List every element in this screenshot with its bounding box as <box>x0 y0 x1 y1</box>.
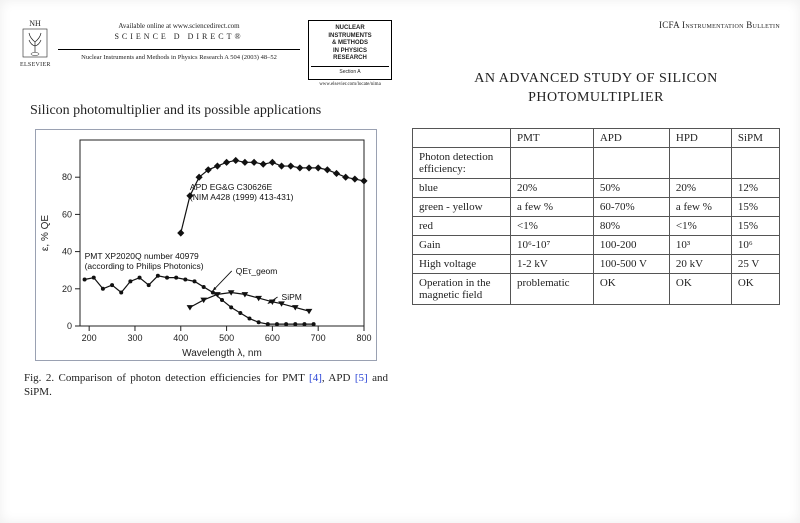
table-cell: Operation in the magnetic field <box>413 273 511 304</box>
table-cell: 25 V <box>731 254 779 273</box>
svg-text:(NIM A428 (1999) 413-431): (NIM A428 (1999) 413-431) <box>190 192 294 202</box>
table-cell: High voltage <box>413 254 511 273</box>
table-cell: 60-70% <box>593 197 669 216</box>
figure-caption: Fig. 2. Comparison of photon detection e… <box>24 371 388 400</box>
table-row: red<1%80%<1%15% <box>413 216 780 235</box>
svg-text:PMT XP2020Q number 40979: PMT XP2020Q number 40979 <box>85 251 199 261</box>
table-cell: 100-500 V <box>593 254 669 273</box>
table-cell: OK <box>731 273 779 304</box>
svg-text:700: 700 <box>311 333 326 343</box>
svg-text:400: 400 <box>173 333 188 343</box>
table-cell: 80% <box>593 216 669 235</box>
svg-text:80: 80 <box>62 172 72 182</box>
table-header: PMT <box>511 128 594 147</box>
svg-text:40: 40 <box>62 246 72 256</box>
table-row: High voltage1-2 kV100-500 V20 kV25 V <box>413 254 780 273</box>
svg-text:60: 60 <box>62 209 72 219</box>
svg-text:500: 500 <box>219 333 234 343</box>
svg-text:300: 300 <box>127 333 142 343</box>
table-row: Gain10⁶-10⁷100-20010³10⁶ <box>413 235 780 254</box>
table-row: blue20%50%20%12% <box>413 178 780 197</box>
table-cell: 10³ <box>669 235 731 254</box>
svg-text:QEτ_geom: QEτ_geom <box>236 266 278 276</box>
svg-text:800: 800 <box>356 333 371 343</box>
table-header: SiPM <box>731 128 779 147</box>
table-cell: a few % <box>511 197 594 216</box>
table-cell: 50% <box>593 178 669 197</box>
elsevier-logo: NH ELSEVIER <box>20 20 50 68</box>
table-cell <box>593 147 669 178</box>
table-cell: 20% <box>669 178 731 197</box>
table-cell: OK <box>593 273 669 304</box>
table-cell: Gain <box>413 235 511 254</box>
table-row: green - yellowa few %60-70%a few %15% <box>413 197 780 216</box>
table-header: HPD <box>669 128 731 147</box>
journal-url: www.elsevier.com/locate/nima <box>308 82 392 87</box>
ref-4[interactable]: [4] <box>309 372 322 384</box>
svg-text:ε, % QE: ε, % QE <box>40 214 51 250</box>
table-cell: 15% <box>731 197 779 216</box>
svg-text:0: 0 <box>67 321 72 331</box>
logo-text: ELSEVIER <box>20 62 50 68</box>
citation: Nuclear Instruments and Methods in Physi… <box>58 49 300 61</box>
table-header <box>413 128 511 147</box>
table-cell: 20 kV <box>669 254 731 273</box>
left-article-title: Silicon photomultiplier and its possible… <box>30 103 392 119</box>
logo-nh: NH <box>20 20 50 28</box>
table-cell: <1% <box>511 216 594 235</box>
journal-box: NUCLEAR INSTRUMENTS & METHODS IN PHYSICS… <box>308 20 392 80</box>
table-cell <box>511 147 594 178</box>
svg-text:20: 20 <box>62 284 72 294</box>
svg-text:200: 200 <box>82 333 97 343</box>
ref-5[interactable]: [5] <box>355 372 368 384</box>
table-cell: <1% <box>669 216 731 235</box>
svg-text:SiPM: SiPM <box>282 292 302 302</box>
table-cell: OK <box>669 273 731 304</box>
tree-icon <box>20 28 50 62</box>
table-header: APD <box>593 128 669 147</box>
right-article-title: AN ADVANCED STUDY OF SILICON PHOTOMULTIP… <box>412 70 780 108</box>
svg-text:APD EG&G C30626E: APD EG&G C30626E <box>190 182 273 192</box>
table-cell: 10⁶ <box>731 235 779 254</box>
table-cell: 100-200 <box>593 235 669 254</box>
table-cell: 10⁶-10⁷ <box>511 235 594 254</box>
table-row: Operation in the magnetic fieldproblemat… <box>413 273 780 304</box>
table-row: Photon detection efficiency: <box>413 147 780 178</box>
comparison-table: PMTAPDHPDSiPM Photon detection efficiency… <box>412 128 780 305</box>
table-cell: 15% <box>731 216 779 235</box>
table-cell: red <box>413 216 511 235</box>
sciencedirect-label: SCIENCE D DIRECT® <box>58 32 300 41</box>
table-cell: green - yellow <box>413 197 511 216</box>
efficiency-chart: 200 300 400 500 600 700 800 0 20 40 60 80 Wavelength… <box>35 129 377 361</box>
table-cell: 12% <box>731 178 779 197</box>
table-cell: Photon detection efficiency: <box>413 147 511 178</box>
svg-text:600: 600 <box>265 333 280 343</box>
svg-text:(according to Philips Photonic: (according to Philips Photonics) <box>85 261 204 271</box>
table-cell: 1-2 kV <box>511 254 594 273</box>
table-cell: blue <box>413 178 511 197</box>
table-cell <box>731 147 779 178</box>
right-header: ICFA Instrumentation Bulletin <box>412 20 780 30</box>
table-cell: a few % <box>669 197 731 216</box>
available-online: Available online at www.sciencedirect.co… <box>58 22 300 30</box>
table-cell <box>669 147 731 178</box>
table-cell: problematic <box>511 273 594 304</box>
table-cell: 20% <box>511 178 594 197</box>
svg-text:Wavelength λ, nm: Wavelength λ, nm <box>182 348 262 359</box>
